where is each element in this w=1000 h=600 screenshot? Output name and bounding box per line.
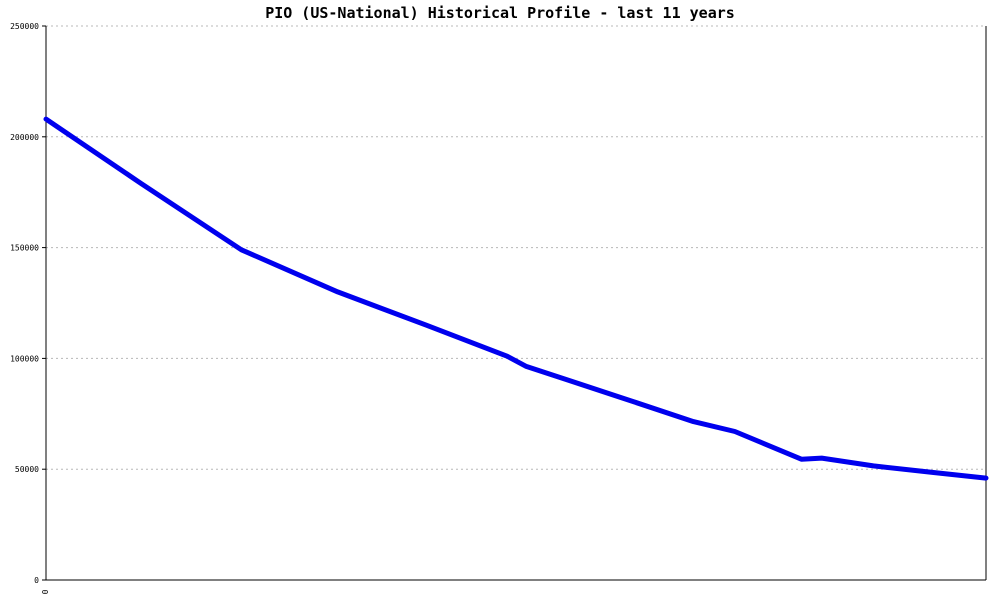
y-tick-label: 0	[34, 576, 39, 585]
y-tick-label: 250000	[10, 22, 39, 31]
axes	[45, 26, 987, 581]
grid	[46, 25, 986, 470]
chart-title: PIO (US-National) Historical Profile - l…	[265, 4, 735, 22]
series-layer	[43, 116, 989, 481]
series-line-0	[43, 116, 989, 481]
x-tick-labels: 0	[41, 589, 50, 594]
y-tick-label: 150000	[10, 244, 39, 253]
y-tick-label: 200000	[10, 133, 39, 142]
y-tick-label: 100000	[10, 354, 39, 363]
x-tick-label: 0	[41, 589, 50, 594]
y-tick-labels: 0 50000 100000 150000 200000 250000	[10, 22, 46, 585]
y-tick-label: 50000	[15, 465, 39, 474]
